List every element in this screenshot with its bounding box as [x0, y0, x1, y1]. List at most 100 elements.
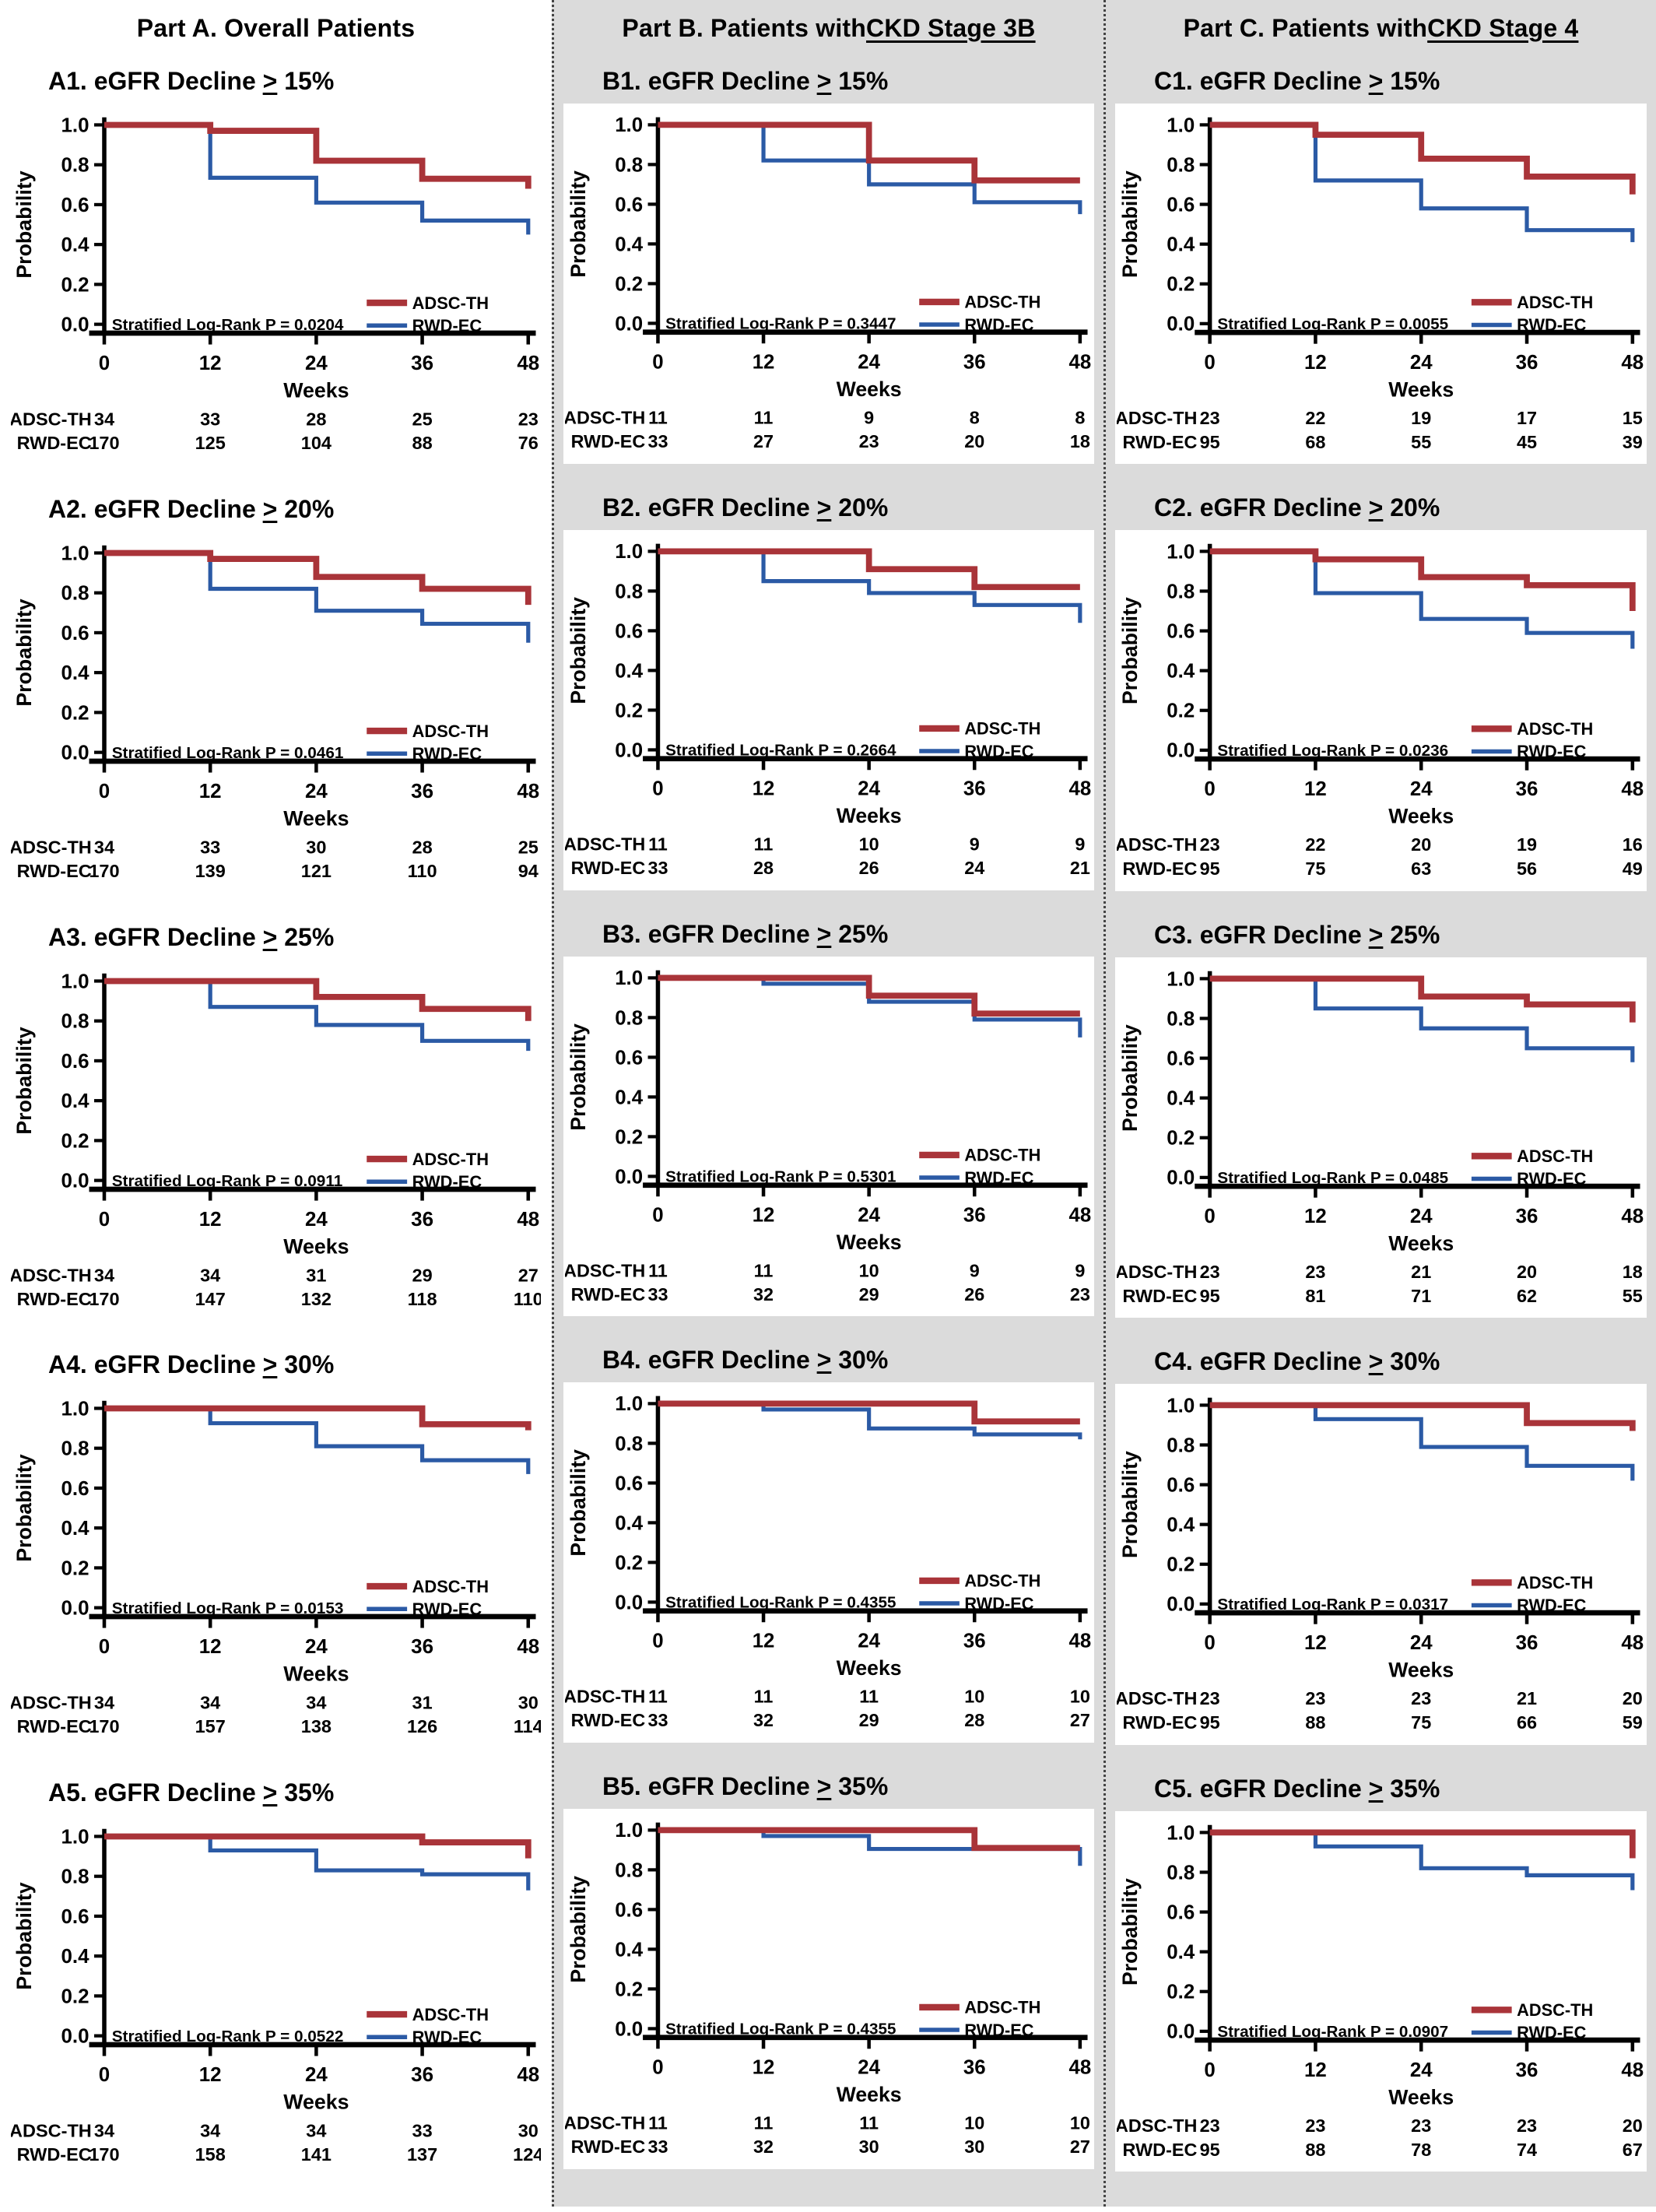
risk-row-label-ADSC-TH: ADSC-TH	[1117, 1262, 1197, 1282]
plot-card-C3: 1.0 0.8 0.6 0.4 0.2 0.0 0 12 24 36 48 Probability We…	[1115, 957, 1647, 1318]
risk-count: 31	[306, 1265, 326, 1285]
risk-row-label-RWD-EC: RWD-EC	[571, 1284, 646, 1304]
risk-count: 78	[1411, 2140, 1431, 2160]
y-tick-label: 0.4	[1167, 1941, 1195, 1963]
x-tick-label: 24	[305, 353, 328, 374]
x-tick-label: 0	[1204, 352, 1215, 374]
y-tick-label: 0.2	[615, 273, 643, 295]
risk-count: 11	[648, 408, 668, 428]
adsc-th-curve	[658, 121, 1080, 184]
geq-symbol: >	[262, 922, 278, 951]
y-tick-label: 0.4	[615, 1939, 644, 1961]
y-tick-label: 0.0	[615, 2018, 643, 2040]
risk-row-label-RWD-EC: RWD-EC	[17, 861, 92, 881]
risk-count: 45	[1517, 432, 1537, 452]
y-tick-label: 0.6	[1167, 1901, 1195, 1923]
y-axis-label: Probability	[1118, 1451, 1142, 1558]
y-axis-label: Probability	[567, 1449, 590, 1557]
adsc-th-curve	[1209, 975, 1636, 1023]
risk-count: 76	[518, 433, 539, 453]
y-tick-label: 0.4	[1167, 661, 1195, 683]
panel-title-B3: B3. eGFR Decline > 25%	[602, 919, 889, 948]
risk-count: 62	[1517, 1286, 1537, 1306]
log-rank-p-value: Stratified Log-Rank P = 0.0317	[1217, 1596, 1448, 1613]
part-a-header: Part A. Overall Patients	[0, 0, 552, 56]
risk-count: 11	[754, 2113, 774, 2133]
risk-count: 19	[1411, 408, 1431, 428]
geq-symbol: >	[816, 919, 832, 948]
y-tick-label: 0.2	[1167, 1127, 1195, 1149]
risk-count: 23	[1200, 835, 1220, 855]
risk-row-label-ADSC-TH: ADSC-TH	[11, 1265, 92, 1285]
x-tick-label: 48	[1621, 352, 1644, 374]
risk-count: 34	[94, 2120, 114, 2140]
risk-count: 10	[859, 834, 879, 854]
risk-count: 32	[753, 1711, 774, 1731]
part-b-header-underlined: CKD Stage 3B	[866, 13, 1036, 42]
risk-count: 141	[301, 2144, 332, 2165]
plot-card-B4: 1.0 0.8 0.6 0.4 0.2 0.0 0 12 24 36 48 Probability We…	[563, 1382, 1094, 1743]
risk-row-label-ADSC-TH: ADSC-TH	[11, 2120, 92, 2140]
part-b-header-text: Part B. Patients with	[622, 13, 867, 42]
y-tick-label: 0.4	[615, 1513, 644, 1535]
y-tick-label: 0.0	[615, 1592, 643, 1614]
log-rank-p-value: Stratified Log-Rank P = 0.0236	[1217, 743, 1448, 760]
y-tick-label: 0.0	[1167, 314, 1195, 335]
risk-count: 32	[753, 1284, 774, 1304]
risk-count: 19	[1517, 835, 1537, 855]
y-tick-label: 0.8	[61, 1866, 89, 1888]
risk-count: 29	[859, 1284, 879, 1304]
x-tick-label: 24	[858, 778, 880, 799]
risk-count: 10	[964, 2113, 984, 2133]
y-tick-label: 1.0	[1167, 1822, 1195, 1844]
risk-count: 30	[518, 1693, 539, 1713]
risk-row-label-ADSC-TH: ADSC-TH	[11, 1693, 92, 1713]
risk-count: 124	[513, 2144, 541, 2165]
part-b-panels: B1. eGFR Decline > 15% 1.0 0.8 0.6 0.4 0.2 0.0…	[554, 56, 1103, 2169]
risk-count: 31	[412, 1693, 433, 1713]
risk-count: 23	[1070, 1284, 1090, 1304]
plot-card-C5: 1.0 0.8 0.6 0.4 0.2 0.0 0 12 24 36 48 Probability We…	[1115, 1810, 1647, 2172]
risk-count: 21	[1411, 1262, 1431, 1282]
risk-count: 23	[1200, 2115, 1220, 2136]
y-tick-label: 0.8	[61, 155, 89, 177]
legend-label-RWD-EC: RWD-EC	[1517, 1169, 1587, 1189]
plot-card-C1: 1.0 0.8 0.6 0.4 0.2 0.0 0 12 24 36 48 Probability We…	[1115, 104, 1647, 465]
y-tick-label: 0.8	[1167, 1008, 1195, 1030]
legend-label-RWD-EC: RWD-EC	[412, 2028, 482, 2047]
risk-count: 34	[94, 409, 114, 429]
plot-card-A3: 1.0 0.8 0.6 0.4 0.2 0.0 0 12 24 36 48 Probability We…	[9, 959, 542, 1322]
adsc-th-curve	[658, 974, 1080, 1016]
panel-title-B2: B2. eGFR Decline > 20%	[602, 493, 889, 521]
geq-symbol: >	[816, 493, 832, 521]
x-tick-label: 36	[963, 352, 986, 374]
risk-count: 11	[648, 1687, 668, 1707]
panel-title-C5: C5. eGFR Decline > 35%	[1154, 1774, 1440, 1803]
x-tick-label: 0	[652, 2057, 663, 2079]
rwd-ec-curve	[104, 1834, 531, 1891]
panel-title-A5: A5. eGFR Decline > 35%	[48, 1778, 335, 1806]
risk-count: 27	[753, 431, 774, 451]
risk-count: 32	[753, 2137, 774, 2157]
x-tick-label: 48	[517, 781, 539, 802]
y-tick-label: 0.0	[615, 313, 643, 335]
risk-count: 11	[754, 834, 774, 854]
risk-count: 21	[1070, 858, 1090, 878]
y-tick-label: 0.0	[61, 1598, 89, 1620]
adsc-th-curve	[104, 549, 532, 605]
x-tick-label: 24	[858, 2057, 880, 2079]
panel-title-B4: B4. eGFR Decline > 30%	[602, 1346, 889, 1375]
x-tick-label: 36	[1516, 778, 1538, 800]
risk-count: 10	[1070, 2113, 1090, 2133]
legend-label-ADSC-TH: ADSC-TH	[412, 1577, 489, 1596]
km-plot-A3: 1.0 0.8 0.6 0.4 0.2 0.0 0 12 24 36 48 Probability We…	[11, 971, 541, 1309]
y-tick-label: 0.8	[615, 154, 643, 176]
panel-B4: B4. eGFR Decline > 30% 1.0 0.8 0.6 0.4 0.2 0.0…	[554, 1335, 1103, 1743]
y-tick-label: 0.4	[615, 1087, 644, 1108]
risk-row-label-RWD-EC: RWD-EC	[17, 1289, 92, 1309]
part-a-panels: A1. eGFR Decline > 15% 1.0 0.8 0.6 0.4 0.2 0.0…	[0, 56, 552, 2177]
plot-card-B5: 1.0 0.8 0.6 0.4 0.2 0.0 0 12 24 36 48 Probability We…	[563, 1809, 1094, 2169]
risk-count: 18	[1623, 1262, 1643, 1282]
panel-title-A1: A1. eGFR Decline > 15%	[48, 67, 335, 95]
x-axis-label: Weeks	[1388, 805, 1454, 828]
